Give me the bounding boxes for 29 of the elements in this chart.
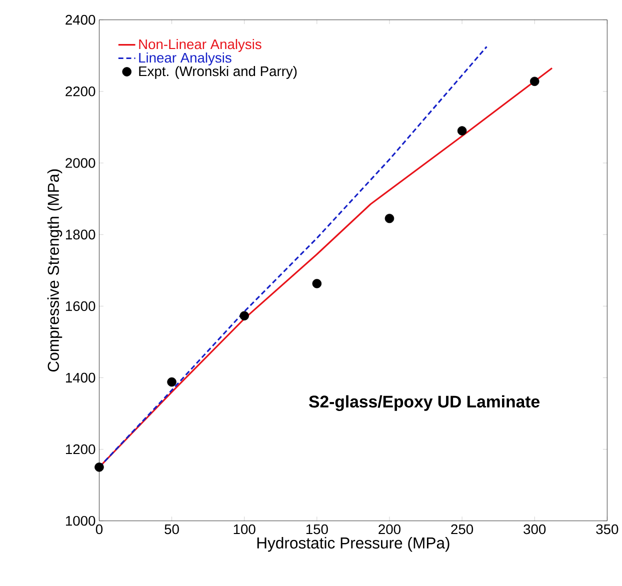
x-axis-title: Hydrostatic Pressure (MPa) [257, 536, 450, 552]
point [312, 278, 322, 288]
y-tick-label: 1600 [66, 301, 96, 311]
x-tick-label: 350 [596, 524, 618, 534]
y-tick-label: 2400 [66, 14, 96, 25]
x-tick-label: 300 [524, 524, 546, 534]
x-tick-label: 50 [164, 524, 179, 534]
y-tick-label: 2200 [66, 86, 96, 96]
x-tick-label: 250 [451, 524, 474, 534]
point [530, 76, 540, 86]
y-tick-label: 2000 [66, 158, 96, 168]
point [240, 310, 249, 320]
point [384, 214, 394, 223]
y-tick-label: 1800 [66, 229, 96, 240]
y-tick-label: 1000 [66, 516, 96, 526]
x-tick-label: 200 [378, 524, 400, 534]
point [457, 126, 467, 136]
point [94, 462, 104, 472]
y-tick-label: 1200 [66, 444, 96, 454]
annotation: S2-glass/Epoxy UD Laminate [308, 395, 540, 411]
x-tick-label: 0 [96, 524, 103, 534]
legend-label: Linear Analysis [139, 52, 232, 66]
x-tick-label: 100 [234, 524, 256, 534]
y-axis-title: Compressive Strength (MPa) [47, 169, 62, 372]
y-tick-label: 1400 [66, 372, 96, 382]
point [167, 377, 176, 386]
legend-label: Expt. (Wronski and Parry) [139, 66, 297, 79]
x-tick-label: 150 [306, 524, 328, 534]
legend-label: Non-Linear Analysis [139, 38, 262, 52]
